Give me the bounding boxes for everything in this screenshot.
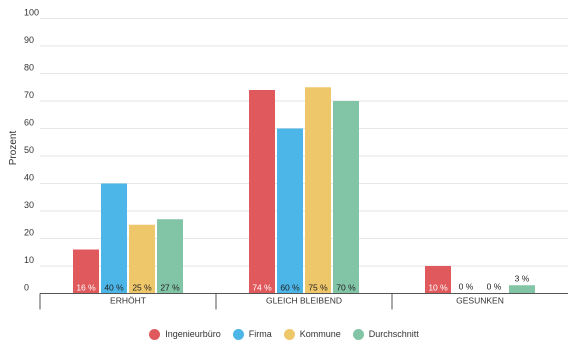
legend-label: Kommune	[299, 329, 341, 339]
bar	[101, 183, 127, 294]
y-tick-label: 90	[24, 35, 34, 45]
data-label: 60 %	[280, 283, 300, 293]
bar	[249, 90, 275, 294]
axes: 0 10 20 30 40 50 60 70 80 90 100 ERHÖHT GLEICH BLEIB…	[24, 8, 568, 310]
bar	[73, 249, 99, 294]
y-tick-label: 60	[24, 118, 34, 128]
y-tick-label: 40	[24, 173, 34, 183]
data-label: 3 %	[515, 273, 530, 283]
data-label: 0 %	[487, 282, 502, 292]
y-tick-label: 0	[24, 283, 29, 293]
y-tick-label: 100	[24, 8, 39, 18]
legend-label: Durchschnitt	[368, 329, 419, 339]
legend-swatch	[352, 328, 364, 340]
x-tick-label: GESUNKEN	[456, 296, 504, 306]
legend-label: Firma	[248, 329, 272, 339]
data-label: 16 %	[76, 283, 96, 293]
data-label: 70 %	[336, 283, 356, 293]
data-label: 75 %	[308, 283, 328, 293]
data-label: 27 %	[160, 283, 180, 293]
bar	[277, 128, 303, 294]
bar	[333, 101, 359, 294]
bar	[129, 224, 155, 294]
y-axis-title: Prozent	[8, 131, 19, 166]
y-tick-label: 30	[24, 200, 34, 210]
y-tick-label: 80	[24, 63, 34, 73]
bar	[425, 266, 451, 294]
data-labels: 16 % 74 % 10 % 40 % 60 % 0 % 25 % 75 % 0 % 27 % 70…	[76, 273, 529, 292]
legend-swatch	[232, 328, 244, 340]
legend-item: Durchschnitt	[352, 328, 419, 340]
data-label: 0 %	[459, 282, 474, 292]
data-label: 10 %	[428, 283, 448, 293]
x-tick-label: GLEICH BLEIBEND	[266, 296, 342, 306]
legend-item: Ingenieurbüro	[149, 328, 221, 340]
data-label: 74 %	[252, 283, 272, 293]
legend: Ingenieurbüro Firma Kommune Durchschnitt	[0, 326, 568, 342]
gridlines	[40, 18, 568, 267]
bar	[305, 87, 331, 294]
bar	[157, 219, 183, 294]
bars	[73, 87, 535, 294]
legend-swatch	[283, 328, 295, 340]
bar	[509, 285, 535, 294]
y-tick-label: 10	[24, 255, 34, 265]
legend-item: Firma	[232, 328, 272, 340]
data-label: 40 %	[104, 283, 124, 293]
data-label: 25 %	[132, 283, 152, 293]
legend-label: Ingenieurbüro	[165, 329, 221, 339]
y-tick-label: 70	[24, 90, 34, 100]
y-tick-label: 20	[24, 228, 34, 238]
legend-item: Kommune	[283, 328, 341, 340]
legend-swatch	[149, 328, 161, 340]
y-tick-label: 50	[24, 145, 34, 155]
x-tick-label: ERHÖHT	[110, 296, 146, 306]
